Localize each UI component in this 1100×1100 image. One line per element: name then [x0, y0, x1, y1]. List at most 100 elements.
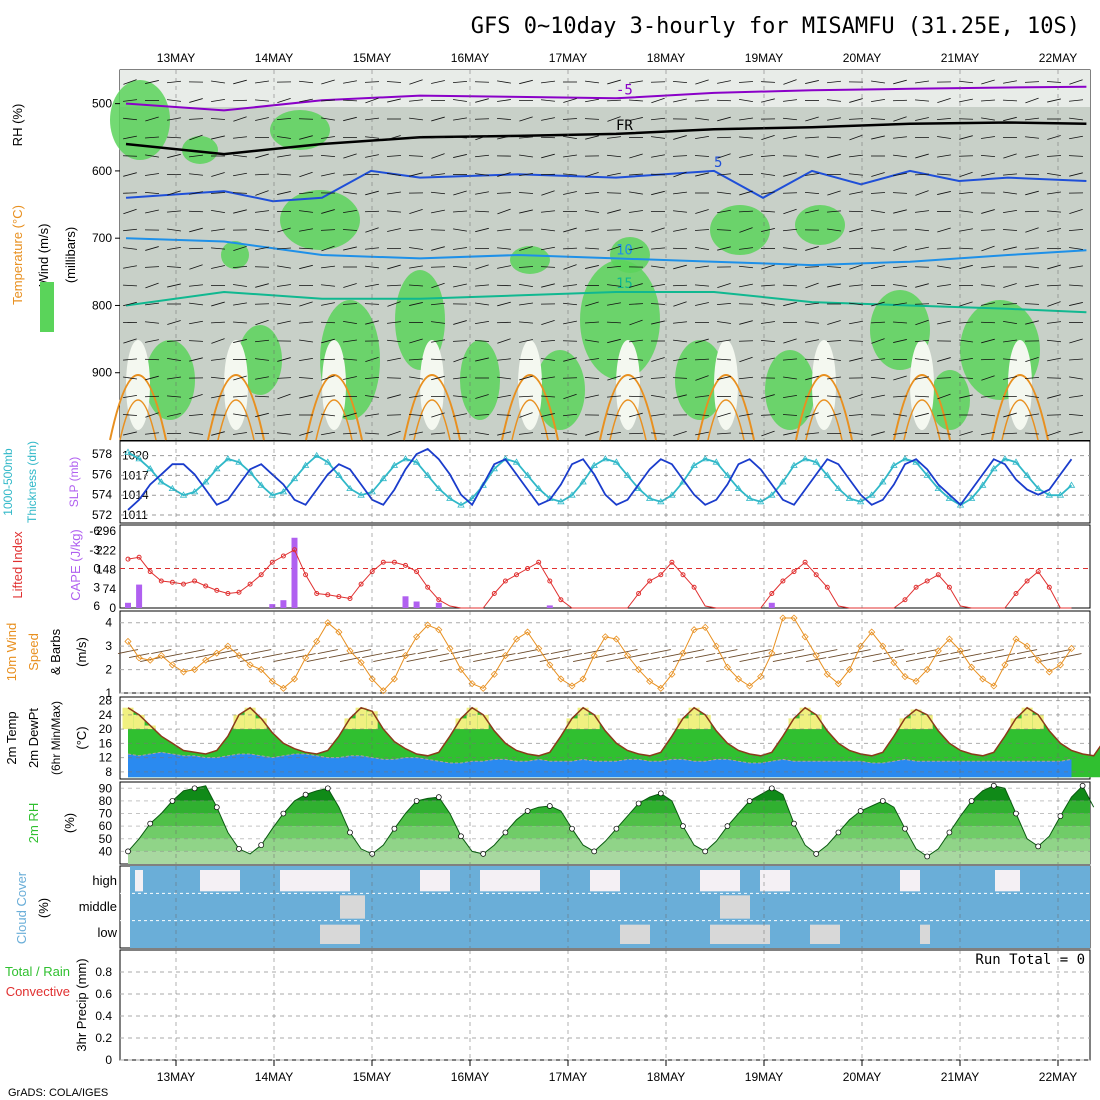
wind-barb	[387, 228, 401, 232]
slp-line-marker	[1056, 491, 1065, 498]
isotherm-line	[125, 169, 1087, 203]
wind-barb	[914, 173, 930, 176]
wind-speed-marker	[901, 673, 909, 681]
wind-barb	[123, 338, 137, 344]
wind-barb	[474, 414, 490, 416]
wind-barb	[452, 80, 468, 84]
wind-barb	[651, 320, 665, 325]
slp-line-marker	[890, 461, 898, 468]
wind-barb	[299, 339, 313, 343]
wind-barb	[1002, 229, 1018, 231]
temp-label-a: 2m Temp	[4, 711, 19, 764]
rh-marker	[413, 798, 420, 804]
wind-barb	[232, 136, 248, 139]
wind-barb	[563, 191, 577, 195]
wind-barb	[1047, 357, 1061, 362]
wind-barb	[672, 210, 688, 213]
wind-speed-marker	[390, 675, 398, 683]
wind-barb	[408, 228, 424, 232]
wind-barb	[629, 210, 643, 213]
wind-barb	[1024, 376, 1040, 380]
wind-barb	[540, 339, 556, 343]
wind-barb	[629, 153, 643, 159]
ytick-label: 3	[105, 639, 112, 653]
wind-barb	[607, 413, 621, 417]
wind-barb	[1046, 284, 1062, 287]
wind-barb	[189, 393, 203, 400]
wind-barb	[321, 172, 335, 177]
wind-barb	[739, 283, 753, 288]
ytick-label: 6	[93, 599, 100, 613]
wind-speed-marker	[168, 661, 176, 669]
slp-line-marker	[468, 494, 476, 501]
wind-barb	[431, 80, 445, 84]
wind-barb	[739, 320, 753, 325]
ytick-label: 700	[92, 231, 112, 245]
ytick-label: 1011	[122, 508, 148, 522]
date-label-bottom: 22MAY	[1039, 1070, 1077, 1084]
slp-line-marker	[745, 494, 754, 501]
wind-barb	[233, 209, 247, 214]
wind-barb	[1025, 154, 1039, 158]
wind-barb	[694, 155, 710, 157]
wind-barb	[782, 414, 798, 416]
wind-barb	[453, 117, 467, 121]
slp-line-marker	[1045, 491, 1054, 498]
wind-barb	[123, 208, 137, 215]
slp-line-marker	[990, 465, 998, 472]
wind-barb	[651, 190, 665, 196]
wind-barb	[848, 118, 864, 120]
wind-barb	[233, 284, 247, 287]
wind-barb	[217, 649, 238, 654]
wind-barb	[342, 173, 358, 176]
wind-barb	[254, 228, 270, 232]
wind-barb	[849, 357, 863, 362]
li-marker	[436, 597, 442, 603]
wind-barb	[387, 394, 401, 399]
wind-barb	[639, 657, 660, 662]
wind-barb	[980, 284, 996, 287]
temp-warm-fill	[344, 718, 356, 730]
li-marker	[1013, 591, 1019, 596]
wind-barb	[1069, 302, 1083, 306]
wind-barb	[629, 191, 643, 195]
rh-dry-patch	[518, 340, 542, 430]
wind-barb	[406, 657, 427, 662]
wind-barb	[519, 246, 533, 251]
wind-speed-marker	[235, 651, 243, 660]
wind-barb	[166, 210, 182, 213]
wind-barb	[343, 283, 357, 288]
wind-barb	[277, 191, 291, 195]
rh-dry-patch	[1008, 340, 1032, 430]
wind-barb	[828, 653, 849, 658]
wind-barb	[123, 395, 137, 398]
li-marker	[913, 584, 919, 590]
wind-barb	[123, 301, 137, 307]
wind-barb	[694, 229, 710, 231]
wind-barb	[937, 136, 951, 139]
temp-line	[127, 706, 1100, 757]
wind-barb	[541, 80, 555, 84]
li-marker	[247, 581, 253, 587]
li-marker	[514, 572, 519, 578]
wind-barb	[320, 229, 336, 231]
wind-barb	[1002, 173, 1018, 176]
ytick-label: 16	[99, 736, 113, 750]
slp-line-marker	[657, 498, 665, 505]
wind-barb	[585, 301, 599, 307]
slp-line-marker	[901, 455, 909, 462]
wind-barb	[211, 172, 225, 177]
wind-barb	[519, 375, 533, 381]
wind-barb	[629, 246, 643, 251]
rh-marker	[213, 804, 220, 811]
credit-text: GrADS: COLA/IGES	[8, 1087, 108, 1099]
wind-barb	[738, 432, 754, 435]
wind-barb	[232, 265, 248, 269]
wind-barb	[981, 172, 995, 177]
wind-barb	[475, 173, 489, 176]
chart-title: GFS 0~10day 3-hourly for MISAMFU (31.25E…	[471, 14, 1080, 39]
wind-barb	[439, 657, 460, 662]
cape-label: CAPE (J/kg)	[68, 529, 83, 601]
wind-barb	[1003, 283, 1017, 288]
wind-speed-marker	[768, 649, 776, 657]
